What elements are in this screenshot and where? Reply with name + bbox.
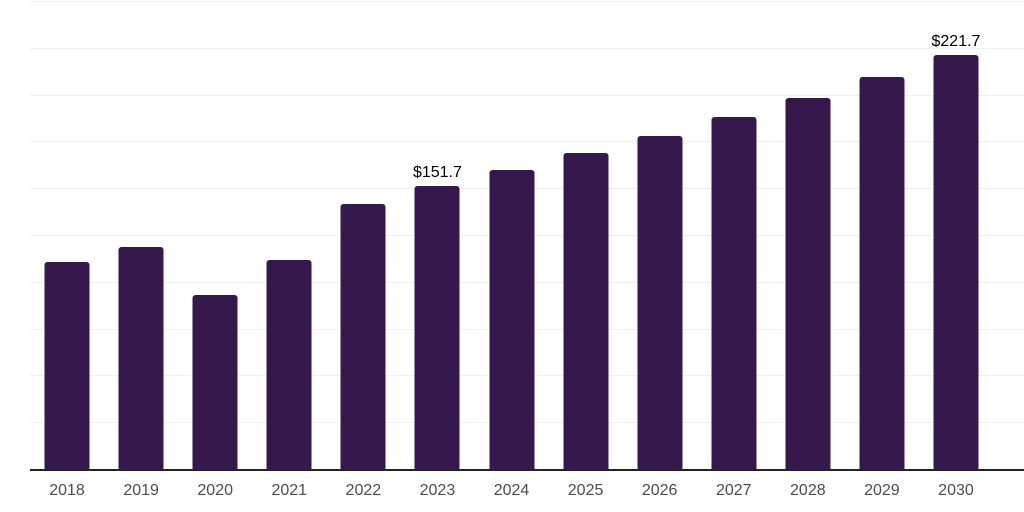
bar-slot-2024	[474, 2, 548, 470]
x-tick-label-2024: 2024	[493, 482, 530, 499]
bar-2027	[711, 117, 757, 470]
gridline	[30, 94, 1024, 96]
bar-slot-2030: $221.7	[919, 2, 993, 470]
x-tick-label-2023: 2023	[419, 482, 456, 499]
x-tick-label-2029: 2029	[864, 482, 900, 499]
x-tick-label-2027: 2027	[715, 482, 752, 499]
x-tick-label-2021: 2021	[271, 482, 308, 499]
bar-slot-2018	[30, 2, 104, 470]
data-label-2030: $221.7	[931, 32, 981, 50]
bar-2025	[563, 153, 609, 470]
x-tick-label-2020: 2020	[197, 482, 233, 499]
bar-slot-2027	[697, 2, 771, 470]
bar-slot-2023: $151.7	[400, 2, 474, 470]
x-tick-label-2019: 2019	[123, 482, 159, 499]
bar-slot-2021	[252, 2, 326, 470]
bar-2030	[933, 54, 979, 470]
bar-slot-2020	[178, 2, 252, 470]
bar-slot-2022	[326, 2, 400, 470]
x-tick-label-2018: 2018	[49, 482, 85, 499]
bar-2020	[192, 294, 238, 470]
x-tick-label-2022: 2022	[345, 482, 382, 499]
x-tick-label-2030: 2030	[938, 482, 974, 499]
bar-slot-2029	[845, 2, 919, 470]
data-label-2023: $151.7	[412, 164, 462, 182]
gridline	[30, 141, 1024, 143]
x-tick-label-2025: 2025	[567, 482, 604, 499]
gridline	[30, 47, 1024, 49]
bar-2023	[414, 186, 460, 470]
bar-2018	[44, 261, 90, 470]
bar-slot-2019	[104, 2, 178, 470]
plot-area: $151.7 $221.7	[30, 1, 1024, 471]
bar-slot-2025	[549, 2, 623, 470]
bar-2029	[859, 76, 905, 470]
bar-2026	[637, 135, 683, 470]
gridline	[30, 1, 1024, 2]
x-axis-labels: 2018 2019 2020 2021 2022 2023 2024 2025 2026 2027…	[30, 481, 993, 501]
bar-2022	[340, 203, 386, 470]
bar-2019	[118, 246, 164, 470]
x-tick-label-2026: 2026	[641, 482, 678, 499]
x-tick-label-2028: 2028	[790, 482, 826, 499]
bar-2028	[785, 97, 831, 470]
bar-2021	[266, 260, 312, 470]
bar-2024	[489, 170, 534, 470]
x-axis-line	[30, 469, 1024, 471]
bars-row: $151.7 $221.7	[30, 2, 993, 470]
bar-slot-2026	[623, 2, 697, 470]
bar-slot-2028	[771, 2, 845, 470]
